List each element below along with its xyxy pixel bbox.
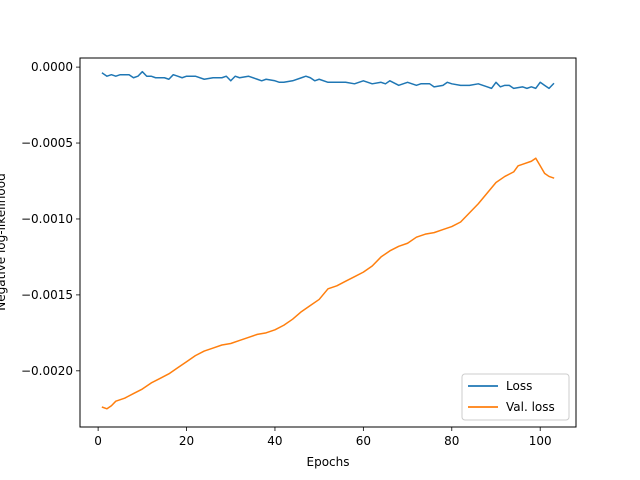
y-tick-label: −0.0015 — [21, 288, 73, 302]
x-tick-label: 100 — [529, 434, 552, 448]
y-tick-label: −0.0010 — [21, 212, 73, 226]
legend: Loss Val. loss — [461, 373, 570, 421]
series-line-loss — [101, 70, 555, 90]
series-layer — [101, 70, 555, 410]
series-line-val-loss — [101, 157, 555, 410]
x-tick-label: 40 — [267, 434, 282, 448]
x-tick-label: 0 — [94, 434, 102, 448]
y-tick-label: −0.0020 — [21, 364, 73, 378]
plot-frame — [79, 57, 577, 428]
y-tick-label: 0.0000 — [31, 60, 73, 74]
y-axis-label: Negative log-likelihood — [0, 173, 8, 310]
x-tick-label: 60 — [356, 434, 371, 448]
x-tick-label: 20 — [179, 434, 194, 448]
plot-area — [80, 58, 576, 427]
y-ticks: 0.0000 −0.0005 −0.0010 −0.0015 −0.0020 — [21, 60, 80, 378]
x-ticks: 0 20 40 60 80 100 — [94, 427, 552, 448]
y-tick-label: −0.0005 — [21, 136, 73, 150]
x-axis-label: Epochs — [307, 455, 350, 469]
x-tick-label: 80 — [444, 434, 459, 448]
legend-label-loss: Loss — [506, 379, 532, 393]
legend-label-val-loss: Val. loss — [506, 400, 555, 414]
